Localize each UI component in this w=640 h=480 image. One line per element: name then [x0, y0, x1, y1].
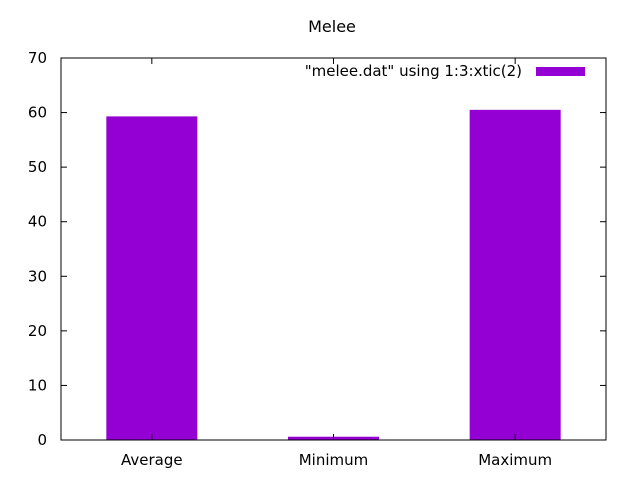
y-tick-label-30: 30 — [28, 267, 47, 285]
y-tick-label-60: 60 — [28, 104, 47, 122]
y-tick-label-50: 50 — [28, 158, 47, 176]
legend-label: "melee.dat" using 1:3:xtic(2) — [305, 62, 522, 80]
y-tick-label-10: 10 — [28, 376, 47, 394]
y-tick-label-70: 70 — [28, 49, 47, 67]
x-tick-label-maximum: Maximum — [478, 451, 552, 469]
bar-average — [106, 116, 198, 441]
legend-swatch — [536, 67, 585, 76]
x-tick-label-minimum: Minimum — [299, 451, 369, 469]
y-tick-label-0: 0 — [37, 431, 47, 449]
chart-title: Melee — [308, 17, 356, 36]
y-tick-label-40: 40 — [28, 213, 47, 231]
plot-area: 0 10 20 30 40 50 60 70 Average Minimum Maximum "mel… — [28, 49, 607, 469]
y-tick-label-20: 20 — [28, 322, 47, 340]
bar-maximum — [469, 109, 561, 440]
x-tick-label-average: Average — [121, 451, 183, 469]
